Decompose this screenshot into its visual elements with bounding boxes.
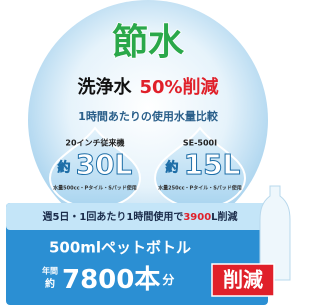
headline: 洗浄水 50%削減 (77, 76, 218, 98)
prefix-top: 年間 (42, 266, 58, 276)
footer-line2: 500mlペットボトル (49, 239, 191, 257)
badge-text: 削減 (223, 268, 263, 292)
highlight: 3900 (183, 212, 211, 223)
text: L削減 (211, 210, 237, 223)
footer-line1: 週5日・1回あたり1時間使用で3900L削減 (42, 210, 237, 223)
suffix: 分 (162, 272, 174, 287)
amount: 30L (76, 148, 133, 181)
headline-label: 洗浄水 (77, 76, 132, 98)
model: 20インチ従来機 (65, 138, 124, 148)
subtitle: 1時間あたりの使用水量比較 (78, 109, 219, 123)
note: 水量500cc・Pタイル・Sパッド使用 (52, 185, 137, 192)
amount: 15L (184, 148, 241, 181)
page: {"header": {"title": "節水", "headline": {… (0, 0, 320, 305)
amount: 7800本分 (62, 265, 174, 295)
prefix: 約 (165, 160, 178, 176)
model: SE-500I (183, 139, 217, 148)
note: 水量250cc・Pタイル・Sパッド使用 (157, 185, 242, 192)
amount-value: 7800本 (62, 265, 160, 295)
prefix-bottom: 約 (45, 277, 55, 290)
headline-highlight: 50%削減 (139, 76, 218, 98)
title: 節水 (112, 22, 185, 63)
ad: 節水 洗浄水 50%削減 1時間あたりの使用水量比較 20インチ従来機 約 30L… (0, 0, 297, 305)
text: 週5日・1回あたり1時間使用で (42, 210, 183, 223)
prefix: 約 (57, 160, 70, 176)
